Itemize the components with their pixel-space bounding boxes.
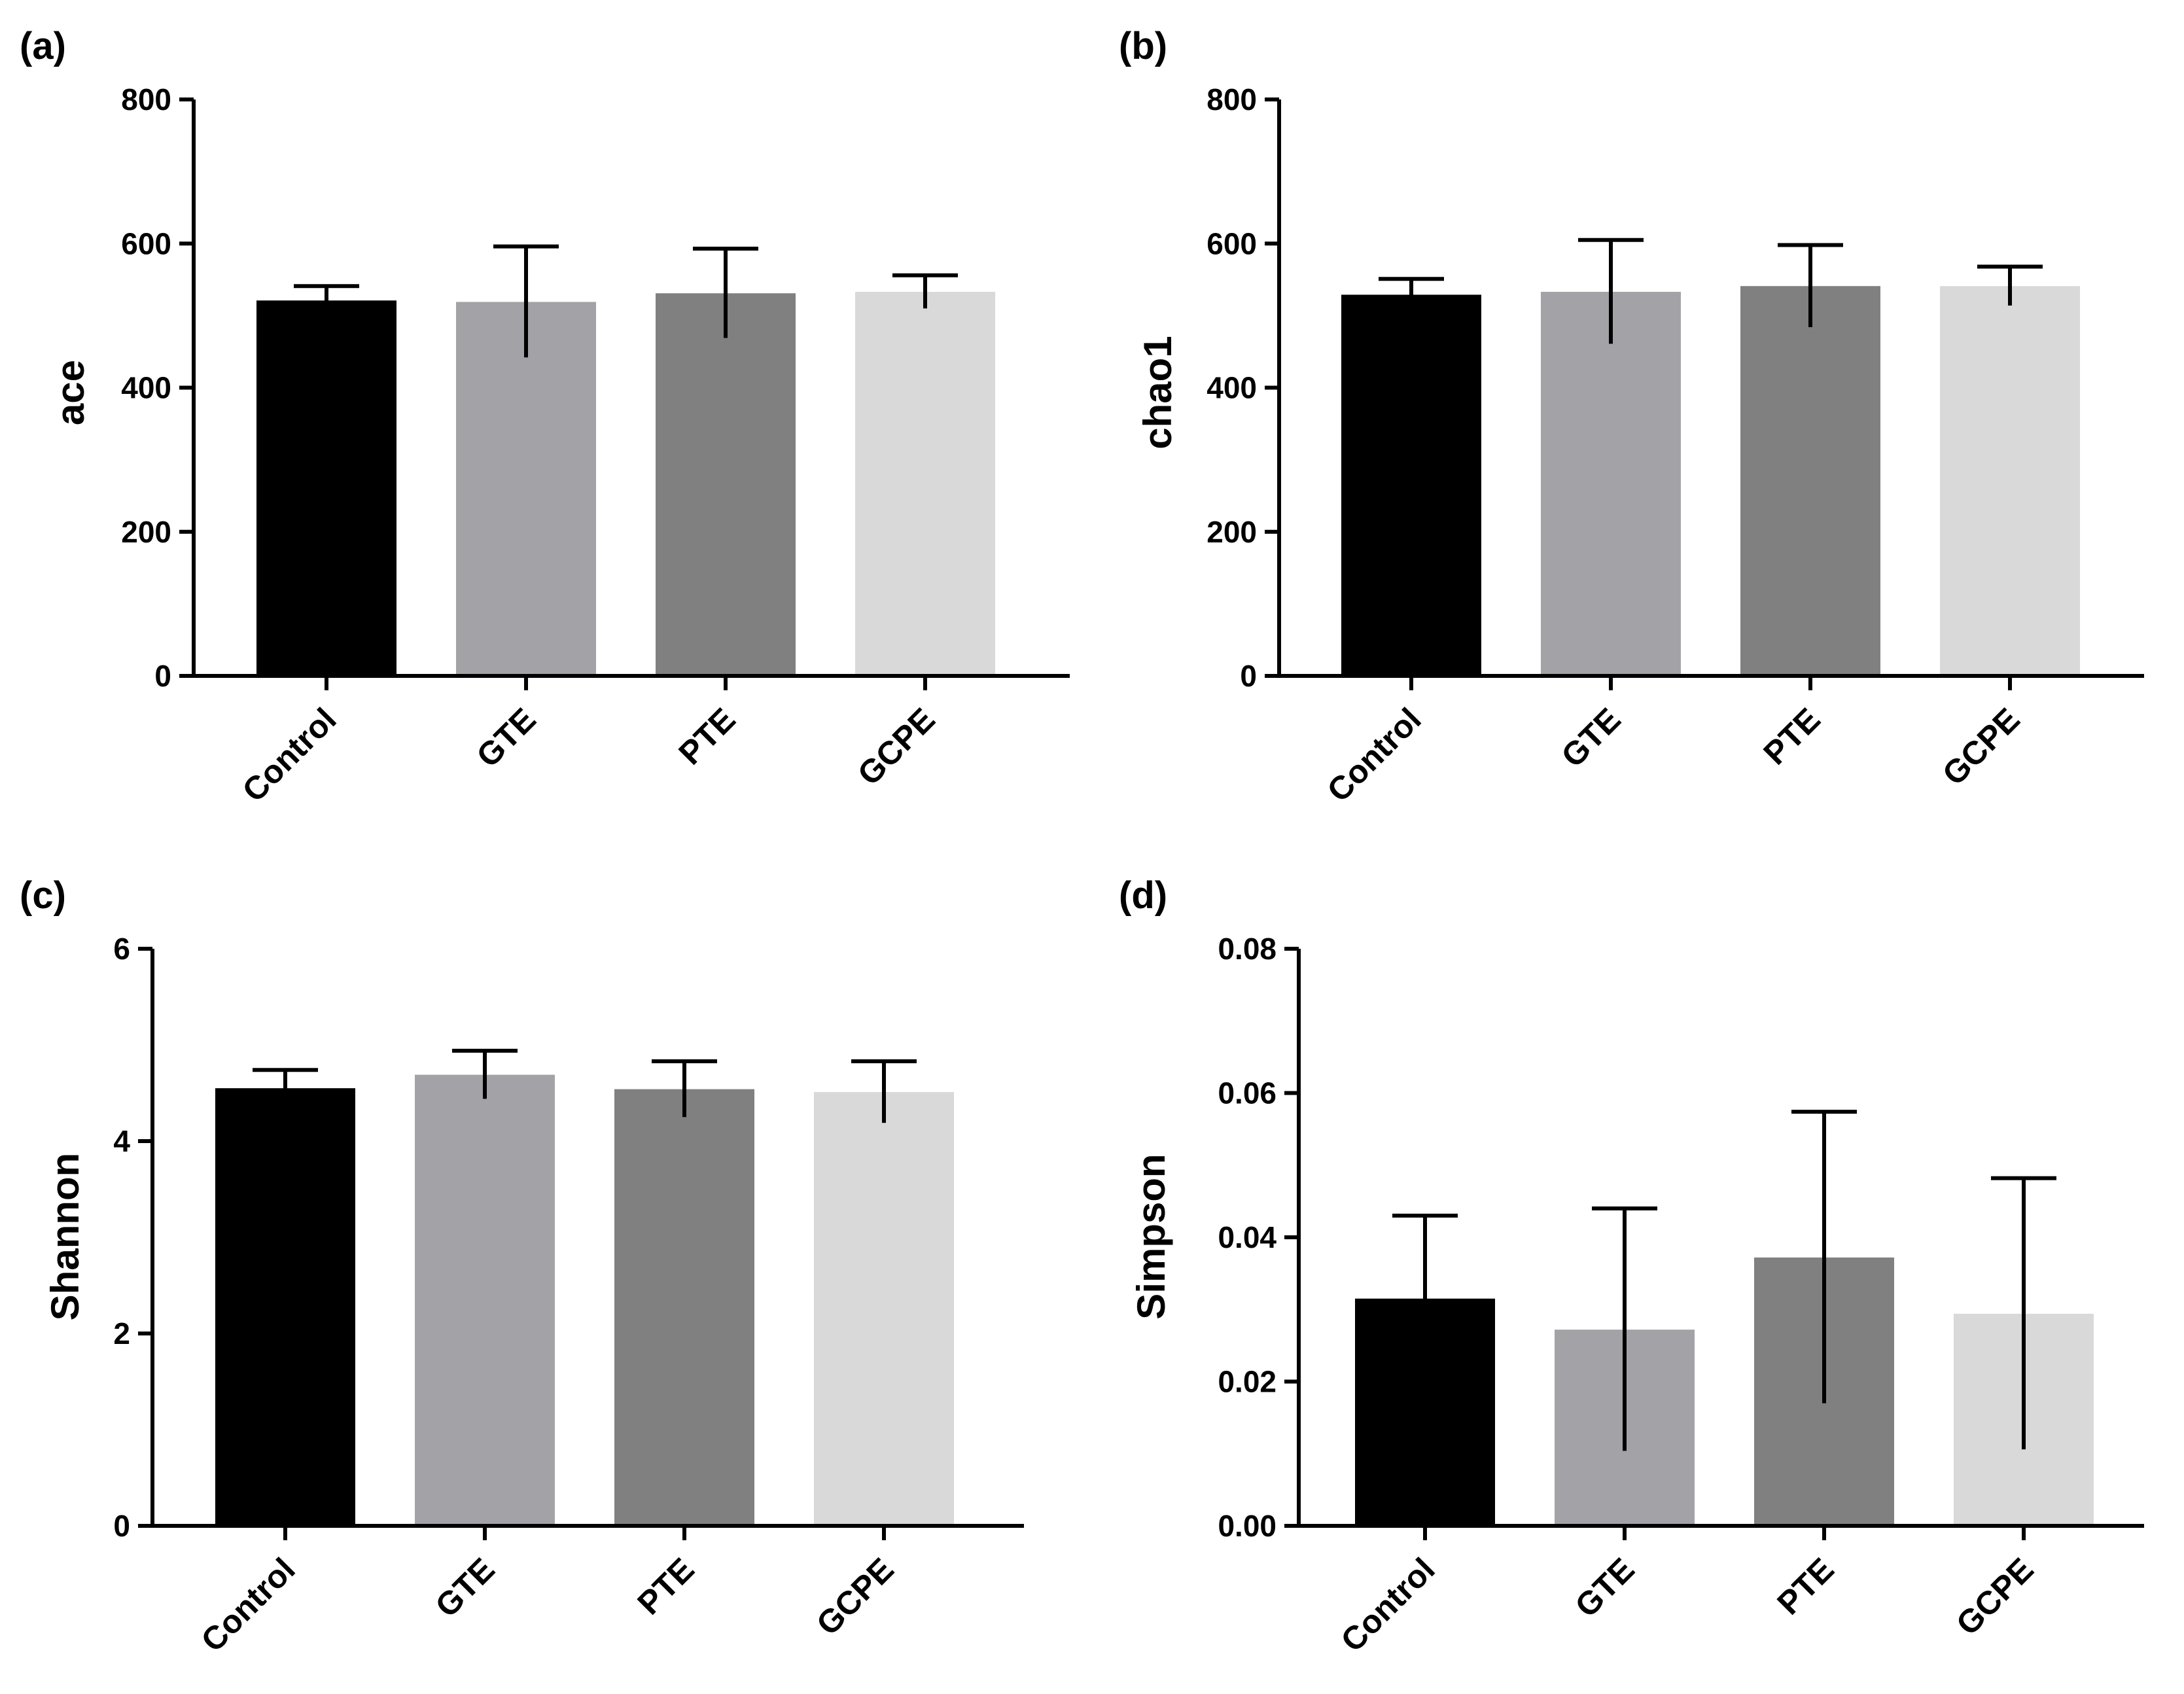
y-tick-label: 400 xyxy=(121,371,171,405)
y-tick-label: 600 xyxy=(1206,226,1257,260)
bar-gte xyxy=(415,1074,555,1526)
bar-pte xyxy=(656,293,796,677)
x-tick-label: PTE xyxy=(630,1551,701,1621)
y-tick-label: 0.06 xyxy=(1218,1076,1277,1110)
y-tick-label: 200 xyxy=(1206,515,1257,549)
y-tick-label: 0 xyxy=(1240,659,1257,693)
y-axis-label: ace xyxy=(48,360,92,425)
chart-panel-a: (a) ace 0 200 400 600 800 Control GTE PTE GCPE xyxy=(20,25,1070,809)
y-tick-label: 0 xyxy=(154,659,171,693)
y-tick-label: 6 xyxy=(113,932,130,966)
chart-panel-b: (b) chao1 0 200 400 600 800 Control GTE PTE GCPE xyxy=(1119,25,2144,809)
y-tick-label: 0.02 xyxy=(1218,1365,1277,1399)
x-tick-label: Control xyxy=(194,1551,302,1659)
y-axis-label: chao1 xyxy=(1136,336,1180,449)
x-tick-label: GCPE xyxy=(809,1551,901,1642)
bar-pte xyxy=(1740,286,1880,676)
y-tick-label: 200 xyxy=(121,515,171,549)
x-tick-label: PTE xyxy=(1770,1551,1841,1621)
y-tick-label: 400 xyxy=(1206,371,1257,405)
x-tick-label: Control xyxy=(1320,701,1428,809)
panel-label: (b) xyxy=(1119,25,1167,67)
chart-panel-c: (c) Shannon 0 2 4 6 Control GTE PTE GCPE xyxy=(20,874,1024,1659)
bar-control xyxy=(215,1088,355,1526)
y-tick-label: 4 xyxy=(113,1124,130,1158)
y-tick-label: 2 xyxy=(113,1316,130,1350)
y-axis-label: Simpson xyxy=(1129,1154,1173,1319)
y-tick-label: 0.00 xyxy=(1218,1509,1277,1543)
y-tick-label: 0 xyxy=(113,1509,130,1543)
y-tick-label: 0.08 xyxy=(1218,932,1277,966)
panel-label: (d) xyxy=(1119,874,1167,917)
x-tick-label: PTE xyxy=(671,701,742,771)
bar-gcpe xyxy=(855,292,995,676)
panel-label: (c) xyxy=(20,874,66,917)
y-tick-label: 0.04 xyxy=(1218,1220,1277,1254)
x-tick-label: GTE xyxy=(428,1551,501,1624)
bar-gcpe xyxy=(814,1092,954,1526)
panel-label: (a) xyxy=(20,25,66,67)
y-axis-label: Shannon xyxy=(43,1153,87,1321)
x-tick-label: Control xyxy=(236,701,343,809)
y-tick-label: 800 xyxy=(121,82,171,116)
y-tick-label: 800 xyxy=(1206,82,1257,116)
y-tick-label: 600 xyxy=(121,226,171,260)
bar-gte xyxy=(1541,292,1681,676)
x-tick-label: GCPE xyxy=(851,701,942,792)
x-tick-label: GTE xyxy=(1554,701,1627,774)
x-tick-label: GCPE xyxy=(1949,1551,2041,1642)
chart-panel-d: (d) Simpson 0.00 0.02 0.04 0.06 0.08 Control GTE… xyxy=(1119,874,2144,1659)
x-tick-label: GTE xyxy=(469,701,542,774)
bar-pte xyxy=(614,1089,754,1526)
x-tick-label: PTE xyxy=(1756,701,1827,771)
bar-gte xyxy=(456,302,596,676)
bar-gcpe xyxy=(1940,286,2080,676)
x-tick-label: GTE xyxy=(1568,1551,1641,1624)
bar-control xyxy=(256,300,396,676)
x-tick-label: GCPE xyxy=(1935,701,2027,792)
x-tick-label: Control xyxy=(1334,1551,1442,1659)
bar-control xyxy=(1341,294,1481,677)
